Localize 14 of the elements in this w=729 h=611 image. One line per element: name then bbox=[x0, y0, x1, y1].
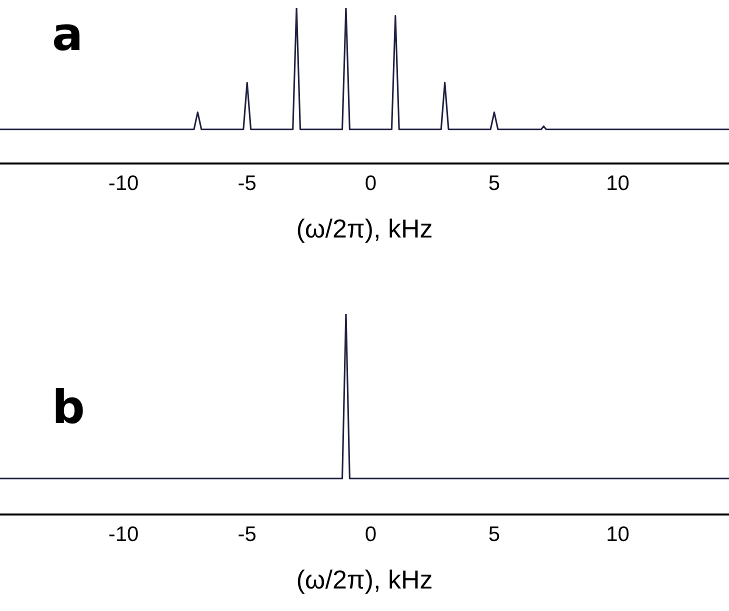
x-tick-label: -10 bbox=[108, 522, 139, 546]
x-axis-title: (ω/2π), kHz bbox=[296, 564, 433, 595]
x-tick-label: 5 bbox=[488, 522, 500, 546]
x-tick-label: -5 bbox=[238, 172, 256, 195]
x-tick-label: 10 bbox=[606, 522, 630, 546]
x-tick-label: 5 bbox=[488, 172, 500, 195]
x-axis-title: (ω/2π), kHz bbox=[296, 214, 433, 244]
x-tick-label: 0 bbox=[364, 172, 377, 195]
x-tick-label: 10 bbox=[606, 172, 630, 195]
x-tick-label: -5 bbox=[238, 522, 256, 546]
x-tick-label: -10 bbox=[108, 172, 139, 195]
x-tick-label: 0 bbox=[364, 522, 377, 546]
chart-title: a bbox=[52, 7, 84, 61]
text: b bbox=[52, 380, 85, 434]
